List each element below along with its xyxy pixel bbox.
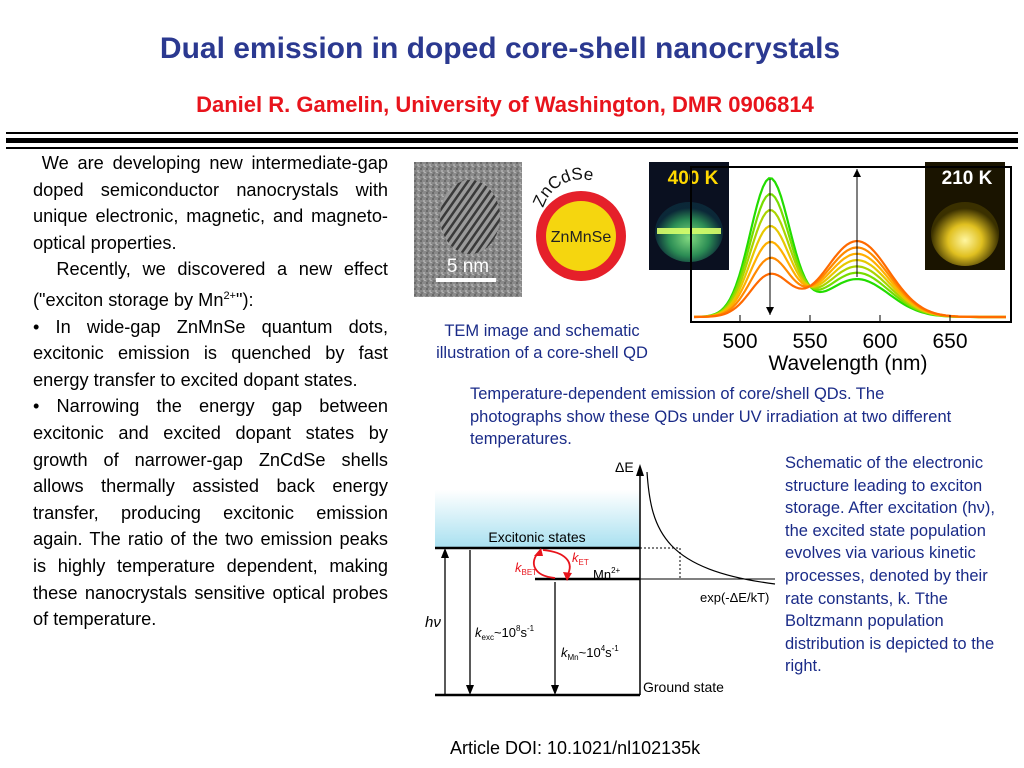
photo-210k: 210 K: [925, 162, 1005, 270]
body-text: We are developing new intermediate-gap d…: [33, 150, 388, 633]
x-axis-label: Wavelength (nm): [768, 352, 927, 375]
core-label: ZnMnSe: [551, 229, 612, 246]
divider-top: [6, 132, 1018, 134]
x-tick-label: 650: [932, 330, 967, 353]
core-circle: [546, 201, 616, 271]
energy-diagram: Excitonic states Mn2+ Ground state ΔE ex…: [425, 459, 776, 697]
divider-thick: [6, 138, 1018, 143]
spectrum-curve: [694, 239, 1006, 319]
mn-label: Mn2+: [593, 566, 621, 582]
plot-frame: [690, 166, 1012, 323]
tem-particle: [440, 180, 500, 254]
slide-title: Dual emission in doped core-shell nanocr…: [159, 32, 841, 65]
boltzmann-label: exp(-ΔE/kT): [700, 590, 769, 605]
diagram-caption: Schematic of the electronic structure le…: [785, 454, 996, 676]
tem-scale-label: 5 nm: [447, 256, 489, 277]
x-tick-label: 550: [792, 330, 827, 353]
emission-spectrum: 500 550 600 650 Wavelength (nm): [690, 166, 1012, 375]
excitonic-label: Excitonic states: [488, 529, 585, 545]
spectrum-curve: [694, 209, 1006, 319]
bullet-2: • Narrowing the energy gap between excit…: [33, 396, 388, 630]
body-paragraph-2: Recently, we discovered a new effect ("e…: [33, 259, 388, 311]
photo-400k: 400 K: [649, 162, 729, 270]
kmn-label: kMn~104s-1: [561, 644, 619, 662]
boltzmann-curve: [646, 471, 776, 585]
ket-label: kET: [572, 550, 589, 567]
excitonic-band: [435, 490, 640, 548]
ket-arrow: [542, 549, 571, 577]
kbet-label: kBET: [515, 560, 537, 577]
divider-bottom: [6, 147, 1018, 149]
x-ticks: 500 550 600 650: [722, 315, 968, 353]
kexc-label: kexc~108s-1: [475, 624, 535, 642]
body-paragraph-1: We are developing new intermediate-gap d…: [33, 153, 388, 253]
tem-image: 5 nm: [414, 162, 522, 297]
ground-label: Ground state: [643, 679, 724, 695]
x-tick-label: 600: [862, 330, 897, 353]
tem-caption: TEM image and schematic illustration of …: [436, 322, 648, 362]
article-doi: Article DOI: 10.1021/nl102135k: [450, 738, 701, 758]
photo-210k-label: 210 K: [942, 168, 993, 189]
tem-scale-bar: [436, 278, 496, 282]
hv-label: hν: [425, 614, 441, 631]
slide-subtitle: Daniel R. Gamelin, University of Washing…: [196, 92, 814, 117]
spectrum-caption: Temperature-dependent emission of core/s…: [470, 385, 952, 448]
photo-400k-label: 400 K: [668, 168, 719, 189]
x-tick-label: 500: [722, 330, 757, 353]
spectrum-curves: [693, 177, 1006, 319]
delta-e-label: ΔE: [615, 459, 634, 475]
bullet-1: • In wide-gap ZnMnSe quantum dots, excit…: [33, 316, 388, 390]
core-shell-schematic: ZnCdSe ZnMnSe: [529, 164, 626, 281]
